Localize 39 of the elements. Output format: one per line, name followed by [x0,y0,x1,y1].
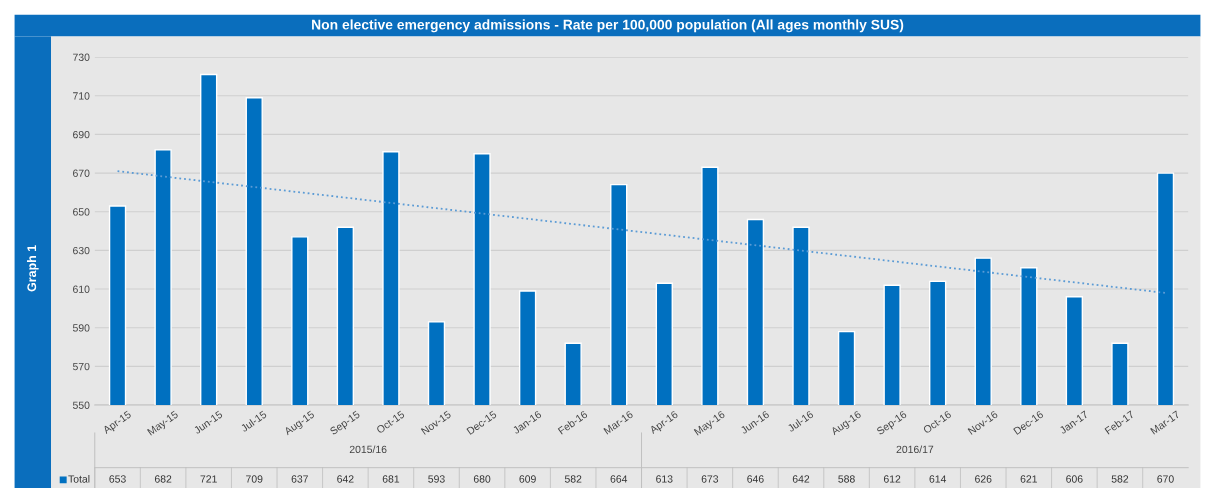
data-label: 614 [929,475,947,483]
y-tick-label: 550 [72,401,90,409]
y-tick-label: 590 [72,324,90,332]
data-label: 626 [975,475,992,483]
y-tick-label: 650 [73,208,90,216]
data-label: 681 [382,475,400,483]
data-label: 642 [792,475,810,483]
y-tick-label: 730 [73,53,90,61]
y-tick-label: 690 [73,130,90,139]
data-label: 664 [610,475,628,483]
y-tick-label: 670 [73,169,90,177]
data-label: 621 [1020,475,1037,483]
y-tick-label: 630 [73,246,90,255]
data-label: 709 [246,475,263,483]
data-label: 612 [883,475,901,483]
text: 2016/17 [896,445,934,454]
data-label: 646 [747,475,764,483]
data-label: 582 [1111,475,1129,483]
data-label: 613 [656,475,673,483]
caption: Graph 1 [26,245,39,292]
legend-label: Total [68,474,90,483]
data-label: 606 [1066,475,1083,483]
data-label: 642 [337,475,354,483]
y-tick-label: 570 [72,362,90,371]
data-label: 588 [838,475,855,483]
data-label: 582 [564,475,582,483]
text: 2015/16 [349,445,387,454]
y-tick-label: 610 [73,285,90,293]
y-tick-label: 710 [73,92,90,100]
data-label: 593 [428,475,445,483]
data-label: 673 [701,475,719,483]
data-label: 637 [291,475,308,483]
chart-title: Non elective emergency admissions - Rate per 100,000 population (All ages monthly SUS) [312,19,904,33]
data-label: 653 [109,475,126,483]
data-label: 682 [154,475,172,483]
data-label: 670 [1157,475,1174,483]
data-label: 609 [519,475,536,483]
data-label: 680 [473,475,491,483]
data-label: 721 [200,475,217,483]
